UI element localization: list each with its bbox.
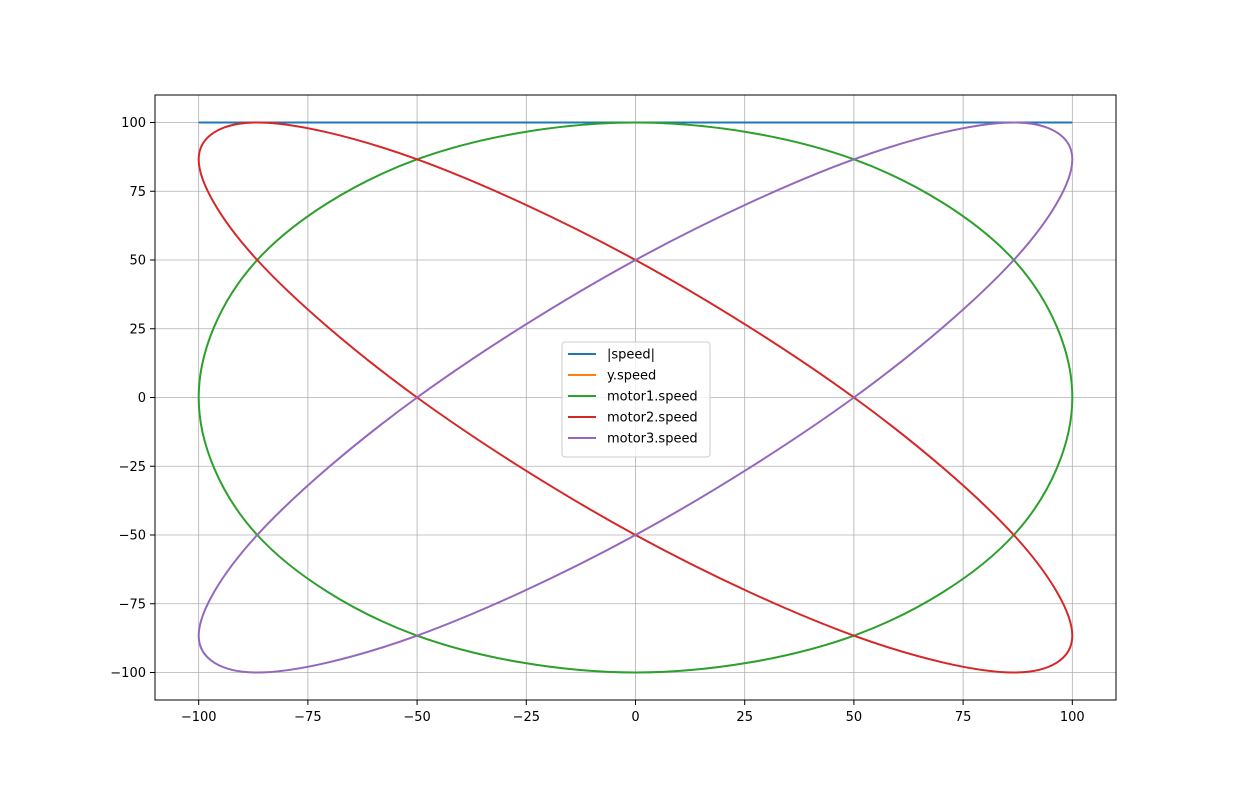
legend-label: |speed|	[607, 348, 655, 363]
series-line-motor3-speed	[197, 121, 1074, 674]
series-layer	[197, 121, 1074, 674]
series-line-motor2-speed	[197, 121, 1074, 674]
legend: |speed| y.speed motor1.speed motor2.speed mo…	[561, 341, 711, 458]
y-tick-label: 0	[138, 391, 146, 406]
x-tick-label: −25	[513, 710, 540, 725]
y-tick-label: −25	[119, 460, 146, 475]
y-tick-label: 100	[121, 116, 146, 131]
y-tick-label: 50	[129, 254, 146, 269]
x-tick-label: 25	[736, 710, 753, 725]
y-tick-label: −75	[119, 597, 146, 612]
y-tick-label: −100	[110, 666, 146, 681]
x-tick-label: 100	[1060, 710, 1085, 725]
tick-layer: −100 −75 −50 −25 0 25 50 75 100 −100 −75 −50 −25 0 25 5…	[110, 116, 1084, 725]
x-tick-label: −50	[403, 710, 430, 725]
legend-label: motor2.speed	[607, 411, 698, 426]
y-tick-label: 25	[129, 322, 146, 337]
legend-label: motor1.speed	[607, 390, 698, 405]
x-tick-label: −100	[181, 710, 217, 725]
legend-label: motor3.speed	[607, 432, 698, 447]
legend-box	[561, 341, 711, 458]
x-tick-label: 75	[955, 710, 972, 725]
x-tick-label: 50	[846, 710, 863, 725]
x-tick-label: 0	[631, 710, 639, 725]
legend-label: y.speed	[607, 369, 656, 384]
x-tick-label: −75	[294, 710, 321, 725]
y-tick-label: −50	[119, 529, 146, 544]
y-tick-label: 75	[129, 185, 146, 200]
